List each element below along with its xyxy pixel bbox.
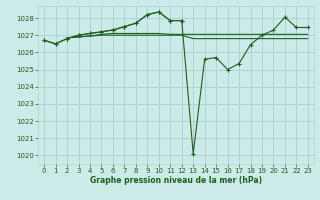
X-axis label: Graphe pression niveau de la mer (hPa): Graphe pression niveau de la mer (hPa): [90, 176, 262, 185]
